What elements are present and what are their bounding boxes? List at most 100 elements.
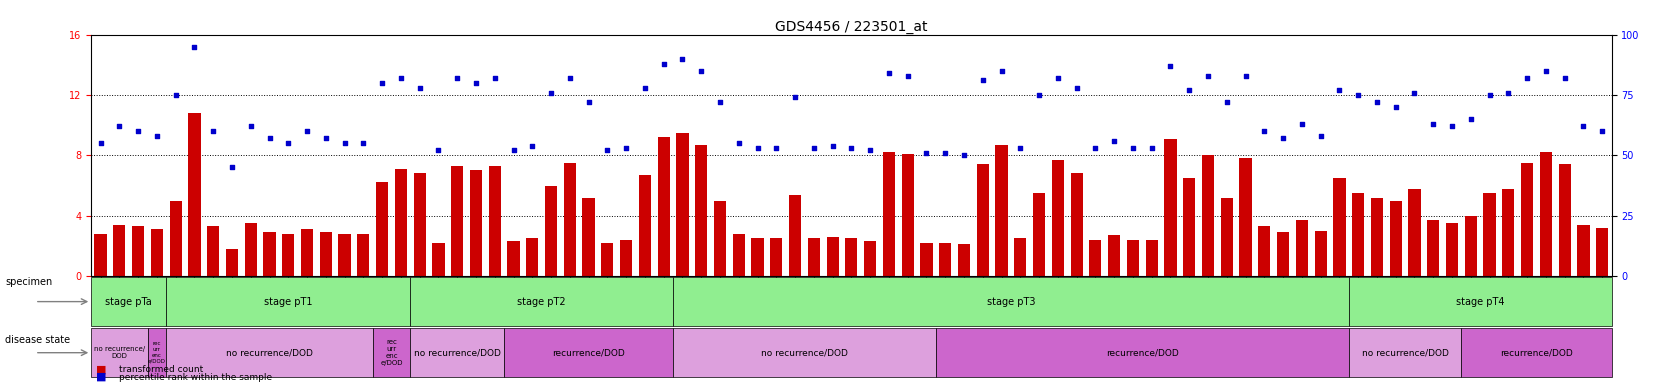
- Bar: [789, 195, 800, 276]
- Point: [144, 133, 171, 139]
- Bar: [1070, 174, 1082, 276]
- Point: [613, 145, 640, 151]
- Point: [124, 128, 151, 134]
- Bar: [1032, 193, 1044, 276]
- Bar: [1349, 277, 1611, 326]
- Bar: [1127, 240, 1138, 276]
- Point: [481, 75, 507, 81]
- Point: [106, 123, 133, 129]
- Point: [1175, 87, 1201, 93]
- Point: [1362, 99, 1389, 105]
- Bar: [282, 234, 295, 276]
- Bar: [920, 243, 931, 276]
- Point: [726, 140, 752, 146]
- Bar: [1201, 155, 1213, 276]
- Point: [500, 147, 527, 154]
- Point: [1307, 133, 1334, 139]
- Text: stage pTa: stage pTa: [106, 296, 152, 306]
- Bar: [1407, 189, 1420, 276]
- Point: [931, 150, 958, 156]
- Point: [1400, 89, 1427, 96]
- Bar: [1370, 198, 1382, 276]
- Point: [631, 84, 658, 91]
- Bar: [1314, 231, 1326, 276]
- Point: [462, 80, 489, 86]
- Bar: [1332, 178, 1345, 276]
- Text: no recurrence/DOD: no recurrence/DOD: [761, 348, 847, 357]
- Bar: [91, 277, 166, 326]
- Point: [1026, 92, 1052, 98]
- Point: [424, 147, 451, 154]
- Point: [388, 75, 414, 81]
- Point: [857, 147, 883, 154]
- Point: [1531, 68, 1558, 74]
- Point: [237, 123, 263, 129]
- Point: [1195, 73, 1221, 79]
- Point: [782, 94, 809, 101]
- Point: [1326, 87, 1352, 93]
- Text: disease state: disease state: [5, 335, 70, 345]
- Text: no recurrence/DOD: no recurrence/DOD: [225, 348, 313, 357]
- Point: [1587, 128, 1614, 134]
- Bar: [1519, 163, 1533, 276]
- Bar: [994, 145, 1007, 276]
- Point: [1344, 92, 1370, 98]
- Bar: [302, 229, 313, 276]
- Bar: [601, 243, 613, 276]
- Bar: [166, 328, 373, 377]
- Point: [593, 147, 620, 154]
- Bar: [1107, 235, 1120, 276]
- Point: [875, 70, 901, 76]
- Title: GDS4456 / 223501_at: GDS4456 / 223501_at: [775, 20, 926, 33]
- Bar: [507, 242, 519, 276]
- Bar: [166, 277, 409, 326]
- Text: percentile rank within the sample: percentile rank within the sample: [119, 373, 272, 382]
- Bar: [1051, 160, 1064, 276]
- Bar: [1558, 164, 1569, 276]
- Bar: [147, 328, 166, 377]
- Text: no recurrence/DOD: no recurrence/DOD: [414, 348, 500, 357]
- Point: [275, 140, 302, 146]
- Point: [575, 99, 601, 105]
- Point: [406, 84, 432, 91]
- Bar: [658, 137, 669, 276]
- Bar: [1183, 178, 1195, 276]
- Bar: [1350, 193, 1364, 276]
- Bar: [1427, 220, 1438, 276]
- Point: [762, 145, 789, 151]
- Text: no recurrence/DOD: no recurrence/DOD: [1360, 348, 1448, 357]
- Bar: [1463, 216, 1476, 276]
- Bar: [825, 237, 838, 276]
- Bar: [376, 182, 388, 276]
- Bar: [245, 223, 257, 276]
- Point: [88, 140, 114, 146]
- Bar: [845, 238, 857, 276]
- Bar: [882, 152, 895, 276]
- Bar: [151, 229, 162, 276]
- Bar: [189, 113, 200, 276]
- Point: [162, 92, 189, 98]
- Point: [819, 142, 845, 149]
- Bar: [935, 328, 1349, 377]
- Bar: [863, 242, 877, 276]
- Bar: [207, 226, 219, 276]
- Text: stage pT4: stage pT4: [1455, 296, 1503, 306]
- Bar: [751, 238, 764, 276]
- Point: [1118, 145, 1145, 151]
- Bar: [1296, 220, 1307, 276]
- Point: [837, 145, 865, 151]
- Point: [1438, 123, 1465, 129]
- Point: [1269, 135, 1296, 141]
- Point: [1287, 121, 1314, 127]
- Bar: [1389, 200, 1400, 276]
- Bar: [413, 174, 426, 276]
- Point: [331, 140, 358, 146]
- Text: rec
urr
enc
e/DOD: rec urr enc e/DOD: [379, 339, 403, 366]
- Bar: [394, 169, 406, 276]
- Bar: [1501, 189, 1513, 276]
- Bar: [373, 328, 409, 377]
- Bar: [1089, 240, 1100, 276]
- Point: [181, 43, 207, 50]
- Point: [688, 68, 714, 74]
- Bar: [525, 238, 539, 276]
